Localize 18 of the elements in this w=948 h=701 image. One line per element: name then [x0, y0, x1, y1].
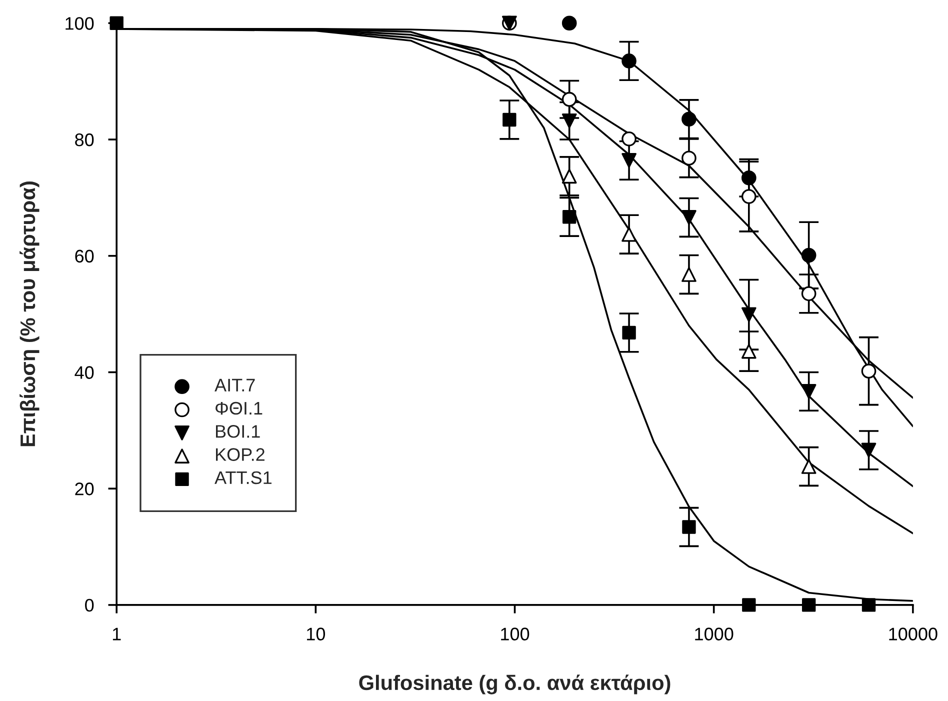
- legend-label: AIT.7: [214, 378, 255, 392]
- x-tick-label: 1000: [695, 628, 734, 640]
- legend-label: KOP.2: [216, 448, 264, 461]
- x-axis-title: Glufosinate (g δ.ο. ανά εκτάριο): [359, 674, 670, 694]
- legend-label: ATT.S1: [214, 471, 272, 484]
- y-tick-label: 40: [74, 366, 94, 379]
- x-tick-label: 10: [307, 628, 326, 640]
- legend-label: ΦΘΙ.1: [216, 402, 262, 415]
- y-tick-label: 0: [85, 598, 94, 612]
- y-tick-label: 100: [66, 17, 94, 30]
- y-tick-label: 60: [75, 250, 94, 263]
- y-tick-label: 20: [75, 482, 94, 496]
- x-tick-label: 100: [501, 628, 530, 640]
- y-tick-label: 80: [75, 133, 94, 146]
- y-axis-title: Επιβίωση (% του μάρτυρα): [20, 182, 40, 446]
- x-tick-label: 10000: [889, 628, 938, 640]
- legend-label: BOI.1: [216, 425, 260, 438]
- x-tick-label: 1: [112, 628, 121, 640]
